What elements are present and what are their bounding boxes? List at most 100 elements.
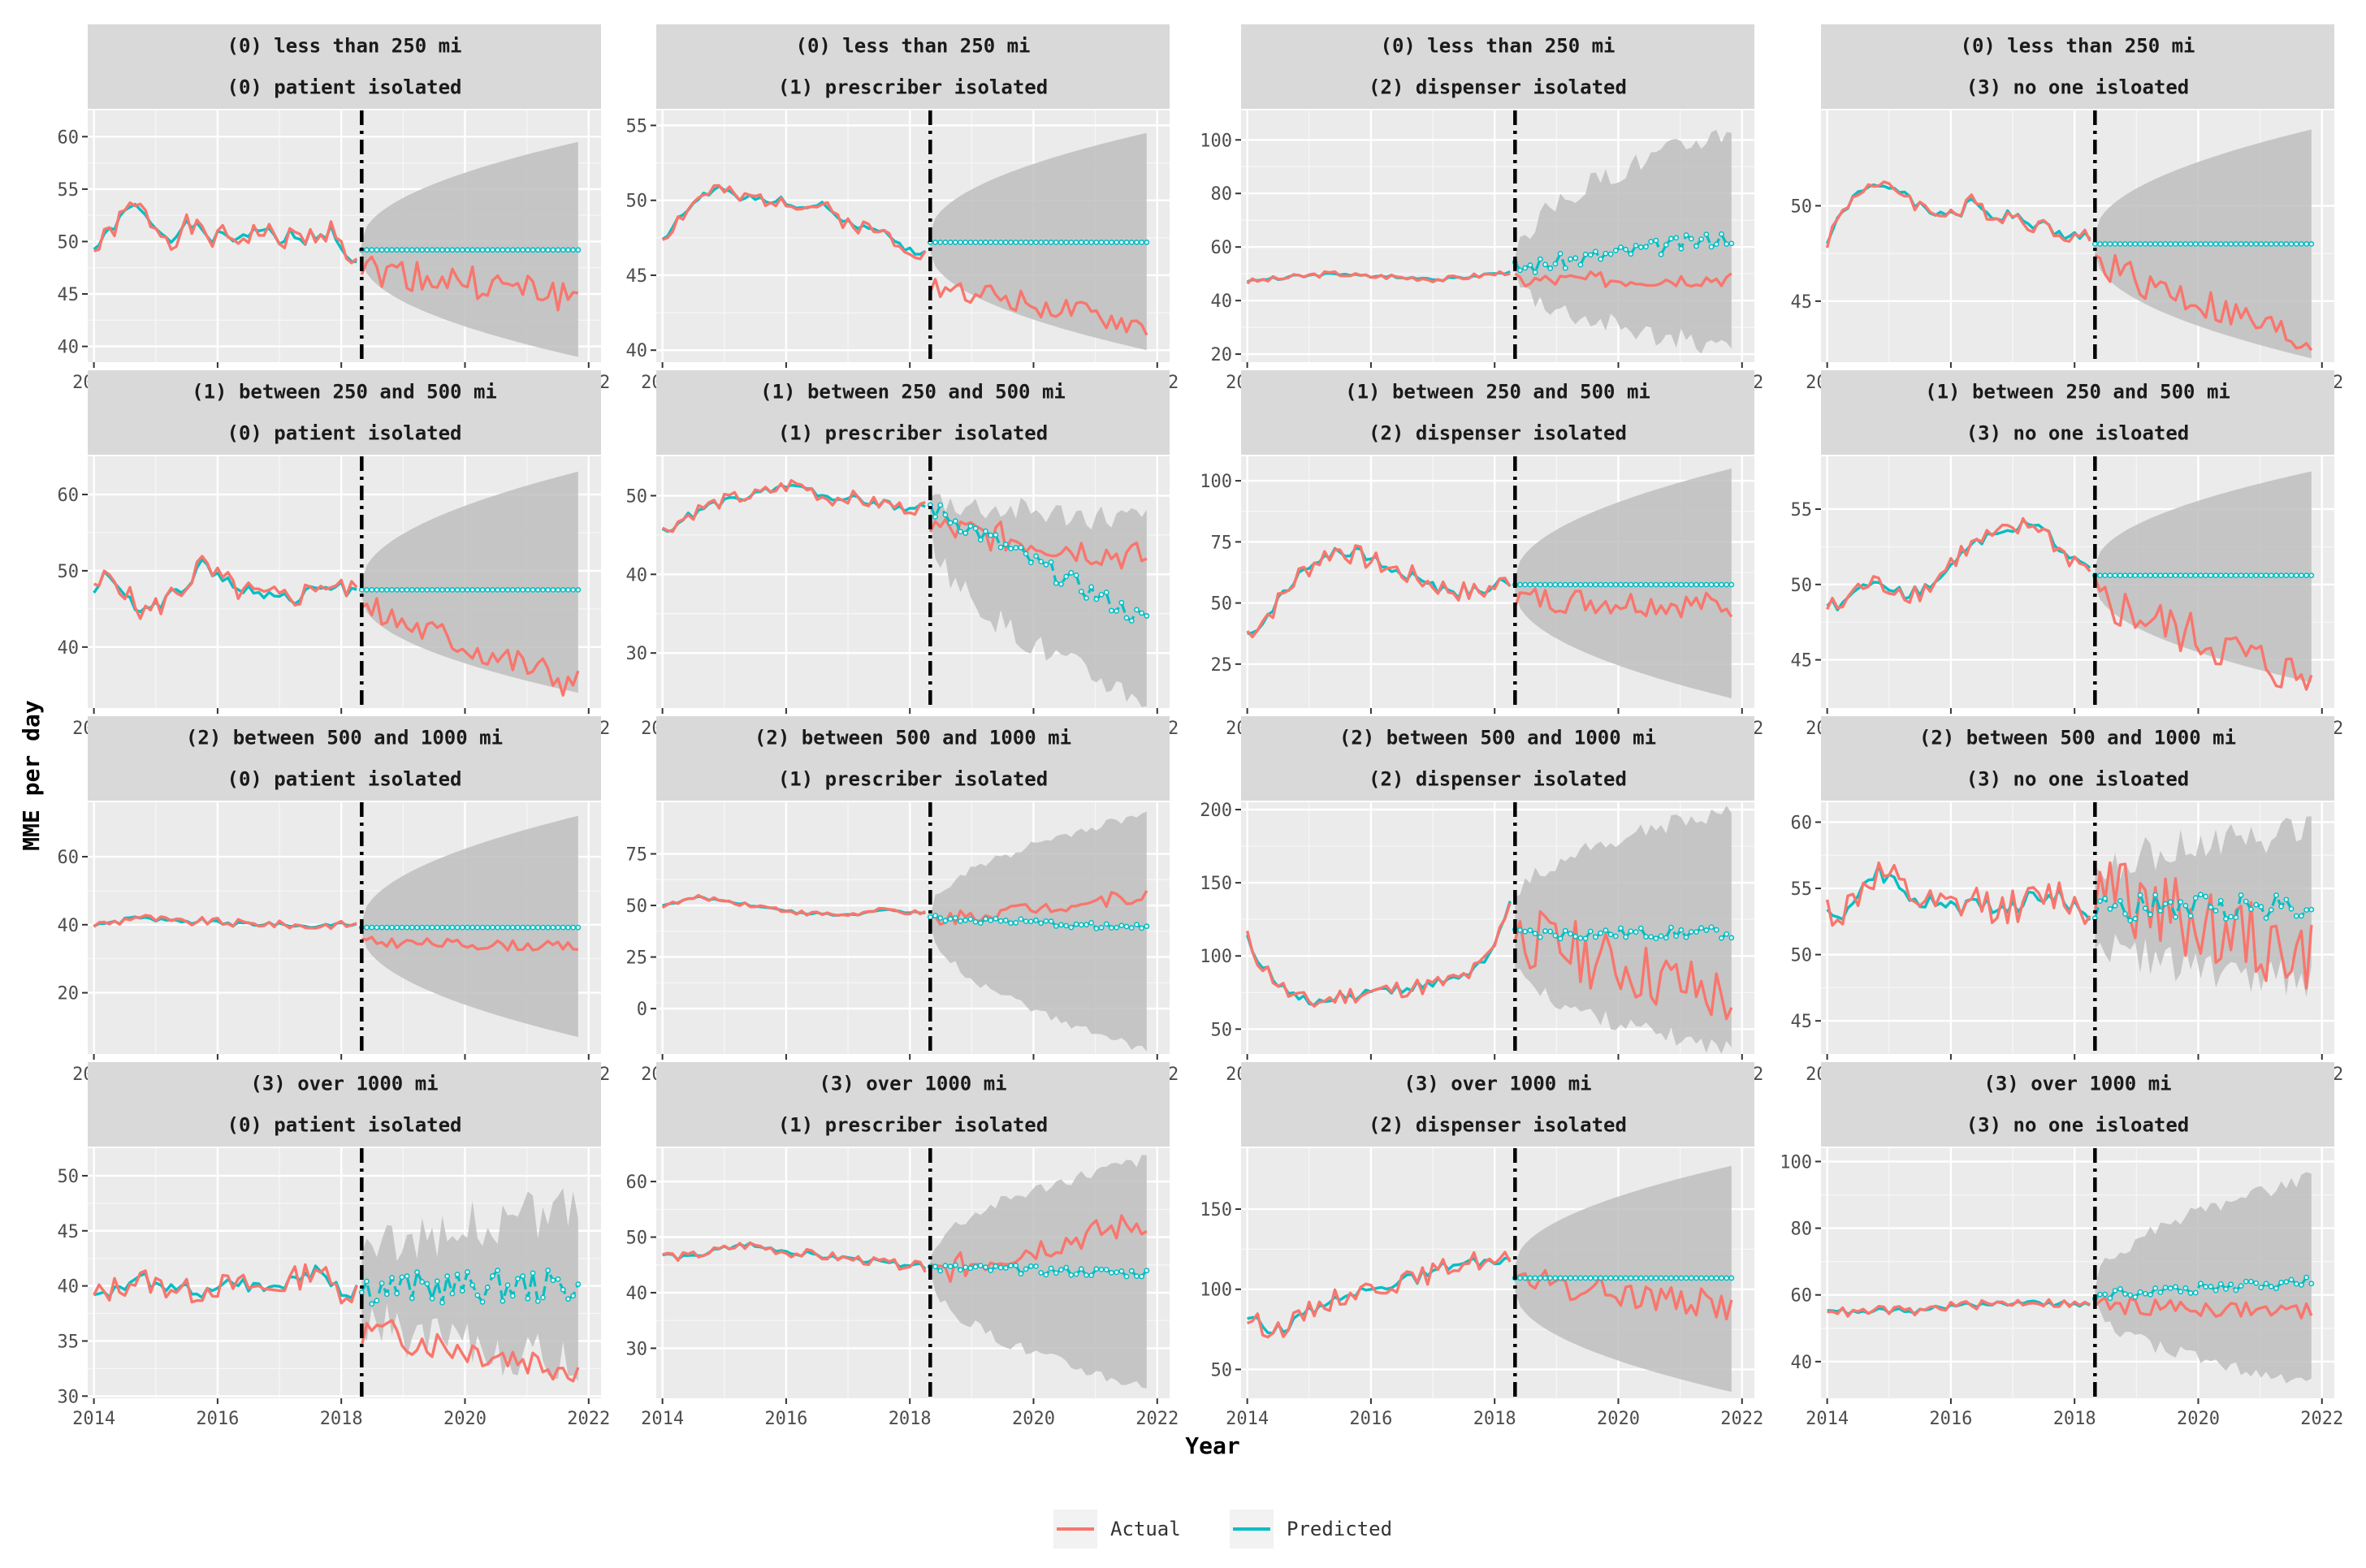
- predicted-point: [545, 924, 551, 931]
- predicted-point: [565, 1296, 571, 1302]
- predicted-point: [958, 529, 963, 535]
- predicted-point: [1098, 925, 1105, 931]
- actual-line-post: [1513, 909, 1733, 1021]
- y-tick-label: 100: [1200, 947, 1232, 967]
- predicted-point: [2212, 908, 2219, 914]
- predicted-point: [560, 1286, 566, 1293]
- predicted-point: [1623, 1275, 1629, 1281]
- predicted-point: [550, 924, 556, 931]
- predicted-point: [1683, 934, 1689, 940]
- actual-line-post: [1513, 587, 1733, 619]
- predicted-point: [444, 924, 451, 931]
- facet-col-label: (3) no one isloated: [1966, 76, 2190, 99]
- predicted-point: [937, 1268, 944, 1274]
- predicted-point: [2308, 906, 2315, 913]
- predicted-point: [2283, 896, 2290, 903]
- predicted-point: [429, 1295, 435, 1302]
- predicted-point: [2198, 892, 2204, 898]
- predicted-point: [1598, 930, 1604, 936]
- predicted-point: [550, 586, 556, 593]
- y-tick-label: 25: [626, 948, 648, 969]
- predicted-point: [474, 1292, 481, 1298]
- y-tick-label: 45: [1791, 1012, 1813, 1032]
- predicted-point: [1098, 591, 1105, 598]
- actual-line-post: [929, 1214, 1148, 1283]
- predicted-point: [490, 1272, 495, 1279]
- predicted-point: [560, 924, 566, 931]
- facet-panel: (0) less than 250 mi (0) patient isolated…: [58, 24, 610, 393]
- actual-line-pre: [1246, 1251, 1512, 1339]
- predicted-point: [404, 1273, 410, 1279]
- x-tick-label: 2014: [1226, 1409, 1269, 1429]
- predicted-point: [515, 586, 521, 593]
- predicted-point: [958, 239, 963, 245]
- actual-line-post: [928, 278, 1148, 336]
- predicted-point: [2122, 240, 2128, 247]
- predicted-point: [369, 1301, 375, 1307]
- predicted-point: [1673, 581, 1680, 588]
- predicted-point: [1084, 1272, 1089, 1278]
- predicted-point: [2228, 914, 2234, 920]
- predicted-point: [383, 1291, 390, 1298]
- predicted-point: [2278, 240, 2285, 247]
- predicted-point: [1088, 1272, 1095, 1278]
- predicted-point: [404, 586, 410, 593]
- predicted-point: [2107, 1295, 2113, 1302]
- predicted-point: [1698, 236, 1705, 242]
- predicted-point: [1728, 581, 1735, 588]
- predicted-point: [2273, 892, 2279, 898]
- x-tick-label: 2016: [196, 1409, 239, 1429]
- predicted-point: [2142, 1290, 2148, 1297]
- predicted-point: [1043, 239, 1049, 245]
- y-tick-label: 50: [1791, 197, 1813, 217]
- predicted-point: [1068, 569, 1075, 576]
- predicted-point: [1114, 1269, 1120, 1276]
- legend-label: Actual: [1110, 1518, 1181, 1540]
- facet-strip: [1241, 1062, 1754, 1147]
- predicted-point: [2167, 899, 2174, 905]
- predicted-point: [479, 924, 486, 931]
- y-tick-label: 20: [1211, 345, 1233, 365]
- predicted-point: [967, 239, 974, 245]
- predicted-point: [1103, 239, 1109, 245]
- predicted-point: [2148, 572, 2153, 579]
- facet-row-label: (3) over 1000 mi: [819, 1073, 1006, 1095]
- predicted-point: [1058, 922, 1064, 928]
- predicted-point: [1103, 590, 1109, 595]
- actual-line-post: [361, 597, 580, 697]
- facet-col-label: (0) patient isolated: [227, 1114, 462, 1137]
- predicted-point: [1598, 256, 1604, 262]
- predicted-point: [1008, 546, 1014, 551]
- predicted-point: [2152, 572, 2159, 579]
- predicted-point: [1643, 581, 1649, 588]
- predicted-point: [399, 924, 405, 931]
- predicted-point: [449, 1290, 456, 1297]
- y-tick-label: 40: [58, 338, 80, 358]
- predicted-point: [369, 924, 375, 931]
- predicted-point: [1653, 237, 1659, 244]
- actual-line-post: [1514, 1268, 1733, 1321]
- predicted-point: [1109, 1269, 1114, 1276]
- predicted-point: [389, 247, 395, 253]
- predicted-point: [1708, 244, 1715, 250]
- predicted-point: [1703, 1275, 1710, 1281]
- facet-strip: [1241, 24, 1754, 109]
- actual-line-post: [360, 1319, 580, 1383]
- predicted-point: [1114, 608, 1120, 614]
- predicted-point: [1623, 246, 1629, 253]
- predicted-point: [1008, 920, 1014, 927]
- predicted-point: [2248, 906, 2254, 913]
- predicted-point: [2258, 1285, 2264, 1290]
- predicted-point: [1053, 239, 1059, 245]
- predicted-point: [1139, 1273, 1145, 1280]
- predicted-point: [2258, 240, 2264, 247]
- predicted-point: [2173, 1284, 2178, 1290]
- predicted-point: [2268, 1283, 2274, 1289]
- predicted-point: [1517, 927, 1523, 933]
- predicted-point: [1628, 251, 1634, 257]
- predicted-point: [1598, 581, 1604, 588]
- predicted-point: [1118, 239, 1125, 245]
- y-tick-label: 100: [1200, 472, 1232, 492]
- predicted-point: [2258, 572, 2264, 579]
- y-tick-label: 40: [1791, 1353, 1813, 1373]
